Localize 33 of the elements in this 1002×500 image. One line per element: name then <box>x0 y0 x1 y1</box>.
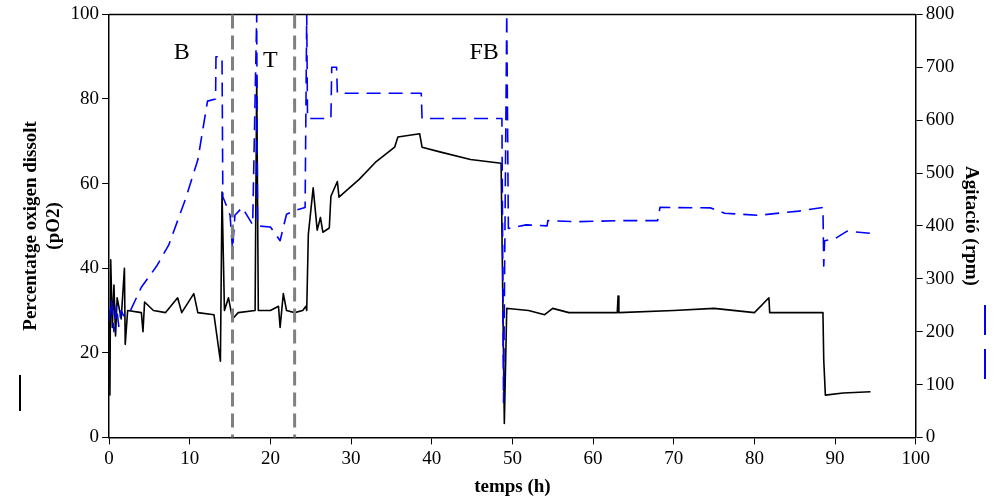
y-tick-label: 20 <box>80 340 100 362</box>
y-tick-label: 40 <box>80 256 100 278</box>
y2-tick-label: 600 <box>925 108 955 130</box>
y-tick-label: 0 <box>89 425 100 447</box>
y-axis-title: Percentatge oxigen dissolt (pO2) <box>19 120 65 331</box>
x-tick-label: 30 <box>341 446 361 468</box>
y-tick-label: 80 <box>80 86 100 108</box>
y-tick-label: 100 <box>70 2 100 24</box>
x-tick-label: 70 <box>664 446 684 468</box>
x-tick-label: 40 <box>422 446 442 468</box>
y2-axis-title: Agitació (rpm) <box>960 166 983 286</box>
y2-tick-label: 800 <box>925 2 955 24</box>
x-tick-label: 90 <box>825 446 845 468</box>
x-tick-label: 10 <box>180 446 200 468</box>
y2-tick-label: 500 <box>925 161 955 183</box>
y2-tick-label: 200 <box>925 319 955 341</box>
annotation: FB <box>469 37 499 64</box>
y2-tick-label: 100 <box>925 372 955 394</box>
y2-tick-label: 0 <box>925 425 936 447</box>
x-tick-label: 50 <box>502 446 522 468</box>
x-tick-label: 0 <box>104 446 114 468</box>
line-series <box>109 14 872 404</box>
annotation: B <box>173 37 190 64</box>
x-tick-label: 80 <box>744 446 764 468</box>
y2-tick-label: 300 <box>925 266 955 288</box>
x-tick-label: 100 <box>901 446 930 468</box>
x-axis-title: temps (h) <box>474 474 551 497</box>
y2-tick-label: 400 <box>925 213 955 235</box>
y2-tick-label: 700 <box>925 55 955 77</box>
x-tick-label: 20 <box>260 446 280 468</box>
y-tick-label: 60 <box>80 171 100 193</box>
annotation: T <box>263 46 279 73</box>
x-tick-label: 60 <box>583 446 603 468</box>
